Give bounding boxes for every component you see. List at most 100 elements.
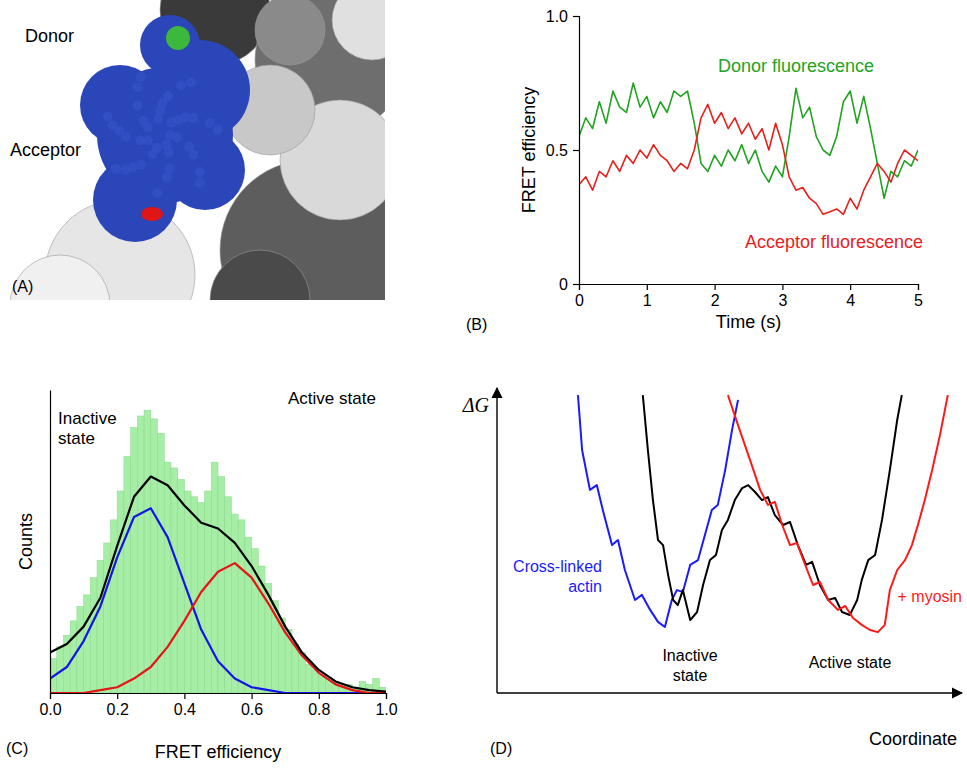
plot-area — [579, 83, 918, 214]
panel-letter: (D) — [490, 740, 512, 757]
surface-texture — [189, 149, 199, 159]
surface-texture — [213, 125, 223, 135]
tick-label: 0.4 — [174, 701, 196, 718]
tick: 0.6 — [241, 693, 263, 718]
tick-mark — [850, 284, 851, 290]
series-label: Active state — [288, 389, 376, 408]
bar — [171, 468, 178, 693]
series-label: Inactivestate — [58, 409, 117, 448]
tick-label: 3 — [778, 292, 787, 309]
bar — [131, 428, 138, 693]
tick-label: 0.8 — [308, 701, 330, 718]
bar — [137, 416, 144, 693]
surface-texture — [111, 164, 121, 174]
myosin-domain — [165, 130, 245, 210]
tick: 1.0 — [375, 693, 397, 718]
bar — [225, 497, 232, 693]
surface-texture — [133, 100, 143, 110]
bar — [90, 578, 97, 693]
tick-label: 4 — [846, 292, 855, 309]
tick: 1.0 — [546, 8, 579, 25]
bar — [205, 491, 212, 693]
tick: 0.2 — [107, 693, 129, 718]
series-line — [579, 104, 918, 214]
surface-texture — [186, 77, 196, 87]
tick: 4 — [846, 284, 855, 309]
axis-title: Counts — [16, 513, 36, 570]
tick-mark — [386, 693, 387, 699]
label: Acceptor — [10, 140, 81, 160]
tick-mark — [918, 284, 919, 290]
bar — [124, 456, 131, 693]
donor-dye — [166, 26, 190, 50]
tick: 0.8 — [308, 693, 330, 718]
tick-label: 0.5 — [546, 142, 568, 159]
axis — [50, 391, 51, 694]
series-line — [579, 83, 918, 198]
tick: 5 — [914, 284, 923, 309]
axis-line — [580, 285, 919, 291]
tick-label: 0.6 — [241, 701, 263, 718]
panel-letter: (C) — [6, 740, 28, 757]
surface-texture — [164, 147, 174, 157]
actin-subunit — [10, 255, 110, 300]
tick-mark — [782, 284, 783, 290]
panel-letter: (B) — [466, 316, 487, 333]
tick-mark — [117, 693, 118, 699]
surface-texture — [155, 106, 165, 116]
bar — [84, 595, 91, 693]
tick: 0 — [575, 284, 584, 309]
bar — [144, 410, 151, 693]
panel-a-image — [10, 0, 385, 300]
panel-letter: (A) — [12, 278, 33, 295]
surface-texture — [128, 162, 138, 172]
axis-line — [496, 388, 497, 693]
tick-mark — [184, 693, 185, 699]
annotation: Inactivestate — [662, 647, 717, 684]
tick-label: 0 — [559, 276, 568, 293]
bar — [191, 497, 198, 693]
surface-texture — [173, 115, 183, 125]
actin-subunit — [255, 0, 325, 65]
axis-title: ΔG — [462, 394, 490, 416]
bar — [117, 491, 124, 693]
surface-texture — [138, 116, 148, 126]
axis-title: Time (s) — [716, 312, 781, 332]
tick: 0 — [559, 276, 579, 293]
bar — [218, 477, 225, 693]
bar — [238, 520, 245, 693]
axis-line — [51, 694, 387, 700]
surface-texture — [163, 91, 173, 101]
tick-label: 1 — [643, 292, 652, 309]
tick: 0.4 — [174, 693, 196, 718]
myosin-domain — [140, 15, 200, 75]
tick-mark — [252, 693, 253, 699]
series-label: Donor fluorescence — [718, 56, 874, 76]
series-line — [50, 508, 386, 693]
surface-texture — [162, 172, 172, 182]
tick-mark — [573, 16, 579, 17]
tick: 0.5 — [546, 142, 579, 159]
tick: 1 — [643, 284, 652, 309]
axis: 0 1 2 3 4 5 — [575, 284, 923, 309]
actin-subunit — [210, 250, 310, 300]
surface-texture — [132, 82, 142, 92]
tick-mark — [319, 693, 320, 699]
actin-subunit — [332, 0, 385, 60]
axis-title: Coordinate — [869, 729, 957, 749]
label: Donor — [25, 26, 74, 46]
plot-area — [578, 395, 948, 632]
series-label: Cross-linkedactin — [513, 558, 602, 595]
myosin-domain — [93, 158, 177, 242]
bar — [151, 419, 158, 693]
surface-texture — [172, 133, 182, 143]
tick: 2 — [711, 284, 720, 309]
myosin-domain — [80, 65, 160, 145]
tick-mark — [573, 150, 579, 151]
bar — [104, 543, 111, 693]
surface-texture — [148, 149, 158, 159]
surface-texture — [195, 178, 205, 188]
surface-texture — [136, 136, 146, 146]
tick-label: 1.0 — [546, 8, 568, 25]
tick-mark — [714, 284, 715, 290]
